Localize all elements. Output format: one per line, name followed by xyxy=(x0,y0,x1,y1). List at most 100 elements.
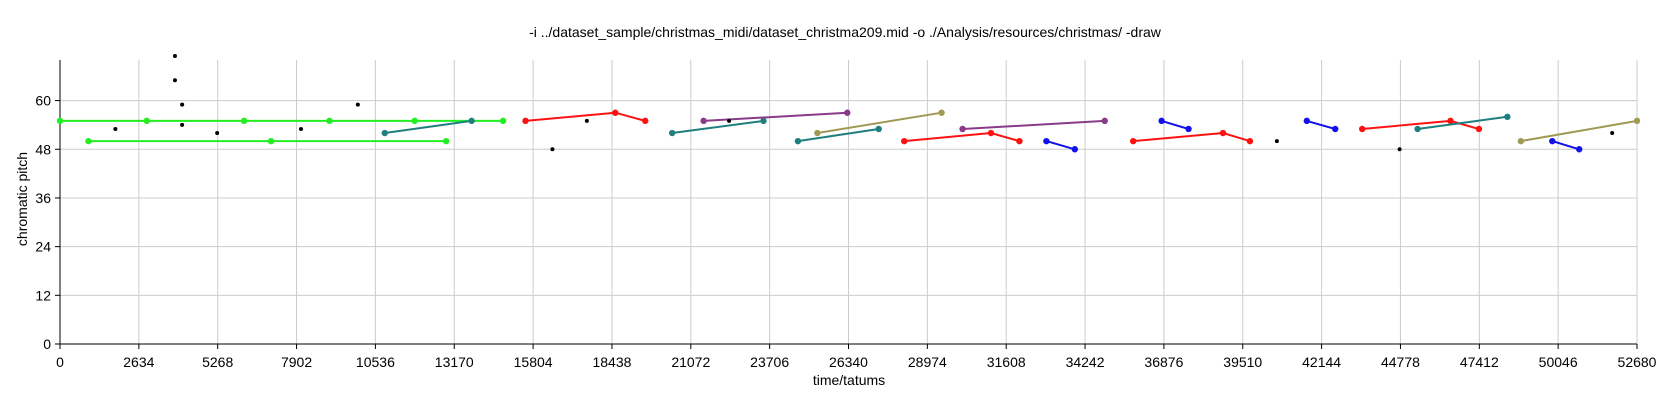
data-point xyxy=(1158,117,1165,125)
series xyxy=(668,117,767,137)
isolated-point xyxy=(172,53,177,58)
data-point xyxy=(1303,117,1311,125)
data-point xyxy=(1576,146,1583,153)
series xyxy=(381,117,475,137)
x-tick-label: 28974 xyxy=(908,354,947,370)
isolated-point xyxy=(584,118,589,123)
series-line xyxy=(1417,115,1508,130)
data-point xyxy=(1633,117,1641,125)
isolated-point xyxy=(172,78,177,83)
data-point xyxy=(1185,125,1192,133)
isolated-point xyxy=(180,102,185,107)
data-point xyxy=(987,129,995,137)
data-point xyxy=(143,117,151,125)
y-tick-label: 12 xyxy=(35,287,51,303)
y-axis-title: chromatic pitch xyxy=(14,152,30,246)
series xyxy=(1414,113,1511,133)
x-tick-label: 5268 xyxy=(202,354,233,370)
data-point xyxy=(56,117,64,125)
x-tick-label: 18438 xyxy=(592,354,631,370)
isolated-point xyxy=(113,126,118,131)
series-line xyxy=(1161,119,1189,130)
series xyxy=(1043,137,1079,153)
isolated-point xyxy=(1274,139,1279,144)
x-tick-label: 36876 xyxy=(1144,354,1183,370)
data-point xyxy=(1016,137,1023,145)
axes xyxy=(55,60,1638,349)
y-tick-label: 36 xyxy=(35,190,51,206)
data-point xyxy=(1071,146,1079,153)
data-point xyxy=(1219,129,1227,137)
data-point xyxy=(760,117,767,125)
series xyxy=(900,129,1023,145)
series-line xyxy=(1306,119,1336,130)
tick-labels: 0 2634 5268 7902 10536 13170 15804 18438 21072 23… xyxy=(35,93,1656,370)
series xyxy=(1129,129,1254,145)
x-axis-title: time/tatums xyxy=(813,372,885,388)
data-point xyxy=(959,125,966,133)
isolated-point xyxy=(355,102,360,107)
isolated-point xyxy=(1397,147,1402,152)
series-line xyxy=(962,119,1105,130)
data-point xyxy=(1043,137,1050,145)
x-tick-label: 23706 xyxy=(750,354,789,370)
data-point xyxy=(900,137,908,145)
data-point xyxy=(1504,113,1511,121)
series xyxy=(794,125,882,145)
data-point xyxy=(499,117,507,125)
data-point xyxy=(875,125,882,133)
isolated-point xyxy=(180,122,185,127)
isolated-points xyxy=(113,53,1615,152)
x-tick-label: 21072 xyxy=(671,354,710,370)
series xyxy=(700,109,851,125)
data-point xyxy=(267,137,275,145)
x-tick-label: 13170 xyxy=(435,354,474,370)
data-point xyxy=(85,137,92,145)
grid xyxy=(59,60,1638,345)
x-tick-label: 47412 xyxy=(1460,354,1499,370)
series xyxy=(959,117,1108,133)
series xyxy=(1517,117,1641,145)
data-point xyxy=(668,129,676,137)
y-tick-label: 24 xyxy=(35,239,51,255)
series-line xyxy=(904,131,1020,143)
data-point xyxy=(1332,125,1339,133)
data-point xyxy=(381,129,388,137)
x-tick-label: 42144 xyxy=(1302,354,1341,370)
x-tick-label: 52680 xyxy=(1618,354,1657,370)
data-point xyxy=(468,117,475,125)
x-tick-label: 26340 xyxy=(829,354,868,370)
series-line xyxy=(797,128,879,143)
x-tick-label: 39510 xyxy=(1223,354,1262,370)
data-point xyxy=(1447,117,1454,125)
data-point xyxy=(1475,125,1483,133)
data-point xyxy=(642,117,649,125)
x-tick-label: 34242 xyxy=(1066,354,1105,370)
series-line xyxy=(1046,140,1076,151)
x-tick-label: 15804 xyxy=(514,354,553,370)
data-point xyxy=(814,129,821,137)
y-tick-label: 48 xyxy=(35,141,51,157)
data-point xyxy=(411,117,418,125)
data-point xyxy=(326,117,333,125)
series xyxy=(85,137,450,145)
isolated-point xyxy=(298,126,303,131)
series xyxy=(1358,117,1483,133)
data-point xyxy=(522,117,529,125)
series xyxy=(1303,117,1339,133)
x-tick-label: 7902 xyxy=(281,354,312,370)
x-tick-label: 2634 xyxy=(123,354,154,370)
x-tick-label: 44778 xyxy=(1381,354,1420,370)
series xyxy=(522,109,649,125)
data-point xyxy=(442,137,450,145)
series-line xyxy=(672,119,764,134)
data-point xyxy=(1549,137,1556,145)
series-line xyxy=(817,111,942,134)
isolated-point xyxy=(550,147,555,152)
x-tick-label: 50046 xyxy=(1539,354,1578,370)
data-point xyxy=(1101,117,1108,125)
data-point xyxy=(700,117,707,125)
data-point xyxy=(938,109,945,116)
